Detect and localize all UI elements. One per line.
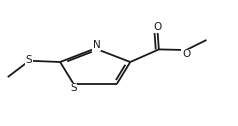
Text: N: N	[93, 40, 100, 50]
Text: S: S	[26, 55, 33, 65]
Text: S: S	[70, 83, 77, 93]
Text: O: O	[182, 49, 190, 59]
Text: O: O	[154, 22, 162, 32]
